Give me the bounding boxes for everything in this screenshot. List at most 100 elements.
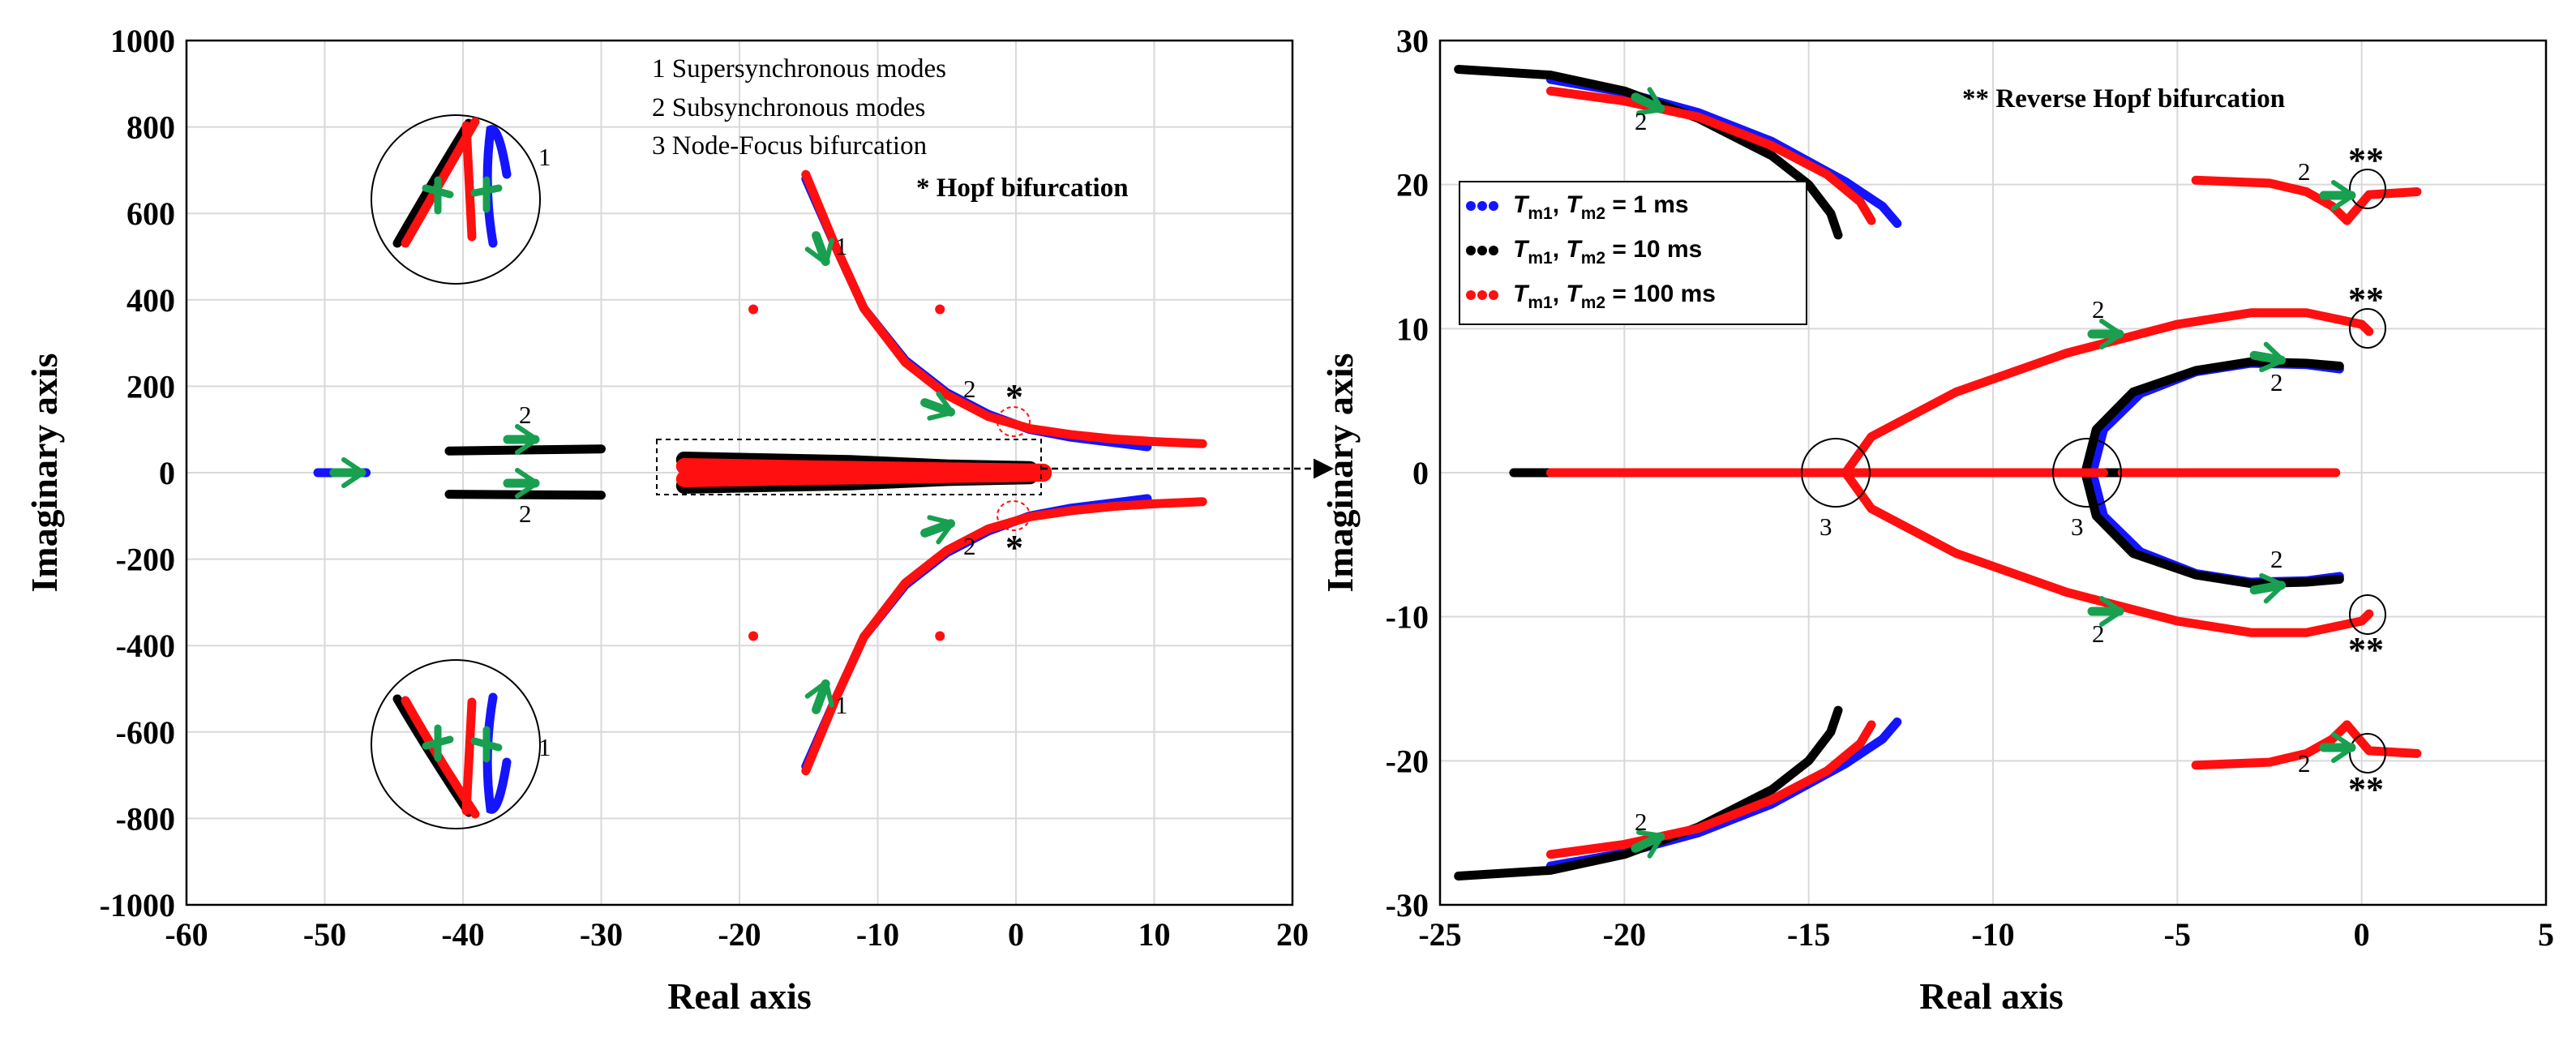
legend-marker [1489,201,1498,211]
x-tick-label: -5 [2164,916,2191,953]
y-tick-label: -1000 [100,887,175,923]
series-point [935,304,945,315]
x-tick-label: -10 [856,916,899,953]
x-tick-label: -10 [1971,916,2014,953]
y-tick-label: -30 [1386,887,1429,923]
y-tick-label: 1000 [110,23,175,59]
node-focus-circle-1 [1801,438,1871,508]
reverse-hopf-circle-1 [2349,308,2386,349]
direction-arrow [2319,732,2356,763]
direction-arrow [503,468,540,499]
legend-marker [1466,290,1476,300]
note-reverse-hopf: ** Reverse Hopf bifurcation [1962,84,2285,114]
x-tick-label: 5 [2538,916,2554,953]
label-2-r-e: 2 [2270,368,2283,396]
y-tick-label: 800 [126,109,175,146]
direction-arrow [920,515,956,545]
x-tick-label: -30 [580,916,623,953]
note-node-focus: 3 Node-Focus bifurcation [652,131,927,161]
zoom-upper-arrow-1 [422,176,454,215]
series-branch [2191,720,2422,770]
series-branch [801,497,1207,776]
direction-arrow [329,457,366,488]
left-panel: -60 -50 -40 -30 -20 -10 0 10 20-1000-800-600-400… [24,23,1334,1017]
dstar-3: ** [2348,630,2384,670]
label-2-r-a: 2 [1635,107,1648,135]
y-tick-label: 0 [159,455,175,491]
left-direction-arrows [329,231,956,714]
zoom-circle-lower [371,659,541,829]
legend-label: Tm1, Tm2 = 10 ms [1513,236,1702,268]
y-tick-label: -600 [116,714,175,751]
series-branch [1841,308,2374,478]
y-tick-label: 400 [126,282,175,319]
label-2-r-g: 2 [2298,157,2311,186]
label-2-r-d: 2 [2092,619,2105,648]
x-tick-label: -20 [718,916,761,953]
label-zoom-lower: 1 [538,733,551,761]
note-subsynchronous: 2 Subsynchronous modes [652,93,925,122]
x-tick-label: 20 [1276,916,1309,953]
hopf-circle-lower [997,500,1031,531]
x-tick-label: -25 [1418,916,1461,953]
series-branch [1545,720,1876,859]
label-2-lower-branch: 2 [963,532,976,560]
reverse-hopf-circle-3 [2349,594,2386,635]
y-tick-label: -200 [116,542,175,578]
series-branch [2081,468,2344,589]
label-2-r-h: 2 [2298,749,2311,778]
y-tick-label: 20 [1396,167,1429,204]
label-2-r-f: 2 [2270,545,2283,573]
y-tick-label: 200 [126,368,175,405]
x-tick-label: -40 [441,916,484,953]
legend: Tm1, Tm2 = 1 ms Tm1, Tm2 = 10 ms Tm1, Tm2 … [1459,181,1807,325]
left-axes-frame [185,39,1294,906]
label-zoom-upper: 1 [538,143,551,171]
dstar-4: ** [2348,769,2384,809]
y-tick-label: 600 [126,195,175,232]
direction-arrow [1631,829,1665,859]
dstar-2: ** [2348,280,2384,319]
right-axes-frame [1438,39,2548,906]
label-3-right: 3 [2071,512,2084,541]
direction-arrow [2249,572,2287,604]
label-1-lower: 1 [835,691,848,719]
series-branch [2191,175,2422,225]
zoom-region-box [656,439,1042,495]
series-point [748,631,759,641]
right-direction-arrows [1631,87,2356,859]
label-1-upper: 1 [835,232,848,260]
zoom-lower-curves [392,692,512,819]
zoom-lower-black [392,694,474,817]
direction-arrow [2319,180,2356,211]
zoom-circle-upper [371,114,541,285]
series-branch [1454,705,1843,881]
zoom-upper-arrow-2 [470,176,503,213]
legend-marker [1489,290,1498,300]
direction-arrow [804,231,834,267]
left-xlabel: Real axis [667,975,812,1017]
series-branch [1545,86,1876,225]
y-tick-label: 30 [1396,23,1429,59]
legend-marker [1477,290,1487,300]
left-tick-labels: -60 -50 -40 -30 -20 -10 0 10 20-1000-800-600-400… [100,23,1309,953]
note-supersynchronous: 1 Supersynchronous modes [652,54,946,84]
legend-marker [1477,246,1487,255]
x-tick-label: -15 [1787,916,1830,953]
y-tick-label: 10 [1396,311,1429,347]
series-branch [801,169,1207,448]
y-tick-label: -800 [116,800,175,837]
x-tick-label: -20 [1603,916,1646,953]
right-panel: -25 -20 -15 -10 -5 0 5 -30 -20 -10 0 10 20 30 3 3 ** … [1319,23,2554,1017]
direction-arrow [2249,341,2287,373]
left-series [313,169,1207,776]
x-tick-label: 0 [2354,916,2370,953]
series-branch [1454,65,1843,240]
legend-marker [1477,201,1487,211]
hopf-circle-upper [997,406,1031,437]
series-branch [1841,468,2374,637]
legend-box [1459,181,1807,325]
right-xlabel: Real axis [1919,975,2064,1017]
legend-marker [1466,246,1476,255]
